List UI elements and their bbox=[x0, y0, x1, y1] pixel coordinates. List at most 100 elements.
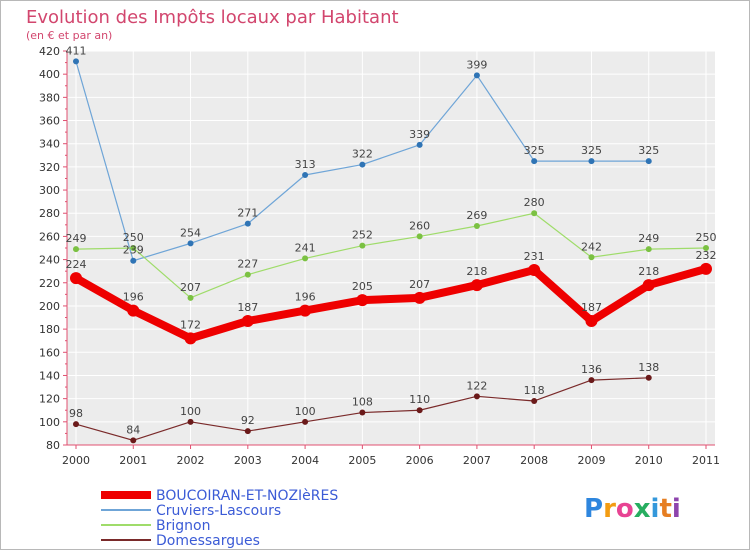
data-label: 411 bbox=[66, 44, 87, 57]
data-point bbox=[413, 291, 426, 304]
data-label: 241 bbox=[295, 241, 316, 254]
data-point bbox=[700, 262, 712, 275]
data-label: 232 bbox=[696, 249, 717, 262]
logo-letter: x bbox=[634, 494, 651, 524]
data-point bbox=[73, 58, 79, 65]
logo-letter: P bbox=[584, 494, 603, 524]
data-label: 249 bbox=[66, 232, 87, 245]
data-label: 110 bbox=[409, 393, 430, 406]
data-point bbox=[359, 242, 366, 249]
series-layer bbox=[70, 58, 712, 444]
data-label: 325 bbox=[638, 144, 659, 157]
data-point bbox=[585, 315, 598, 328]
y-tick-label: 420 bbox=[39, 45, 60, 58]
data-point bbox=[473, 393, 480, 400]
y-tick-label: 140 bbox=[39, 369, 60, 382]
logo-letter: i bbox=[672, 494, 681, 524]
y-tick-label: 220 bbox=[39, 277, 60, 290]
data-point bbox=[184, 332, 197, 345]
data-labels: 411 239 254 271 313 322 339 399 325 325 325 249 250 2… bbox=[66, 44, 717, 436]
x-tick-label: 2001 bbox=[119, 454, 147, 467]
data-label: 250 bbox=[696, 231, 717, 244]
y-tick-label: 280 bbox=[39, 207, 60, 220]
data-point bbox=[473, 72, 480, 79]
data-label: 138 bbox=[638, 361, 659, 374]
x-tick-label: 2004 bbox=[291, 454, 319, 467]
y-tick-label: 160 bbox=[39, 346, 60, 359]
data-point bbox=[703, 245, 709, 251]
y-tick-label: 300 bbox=[39, 184, 60, 197]
data-label: 207 bbox=[409, 278, 430, 291]
chart-subtitle: (en € et par an) bbox=[26, 29, 112, 42]
y-tick-label: 120 bbox=[39, 393, 60, 406]
data-point bbox=[645, 158, 652, 165]
data-point bbox=[302, 418, 309, 425]
data-point bbox=[473, 222, 480, 229]
x-tick-label: 2010 bbox=[635, 454, 663, 467]
y-tick-label: 340 bbox=[39, 138, 60, 151]
proxiti-logo: Proxiti bbox=[584, 494, 681, 524]
x-tick-label: 2005 bbox=[348, 454, 376, 467]
legend-label-3: Domessargues bbox=[156, 533, 260, 549]
x-tick-label: 2006 bbox=[406, 454, 434, 467]
data-label: 325 bbox=[581, 144, 602, 157]
data-label: 254 bbox=[180, 226, 201, 239]
data-label: 187 bbox=[237, 301, 258, 314]
data-point bbox=[127, 304, 140, 317]
data-point bbox=[130, 257, 137, 264]
y-tick-label: 260 bbox=[39, 230, 60, 243]
data-point bbox=[302, 255, 309, 262]
data-label: 205 bbox=[352, 280, 373, 293]
data-label: 249 bbox=[638, 232, 659, 245]
data-point bbox=[244, 220, 251, 227]
data-point bbox=[244, 428, 251, 435]
data-label: 172 bbox=[180, 318, 201, 331]
data-point bbox=[642, 279, 655, 292]
data-point bbox=[130, 245, 137, 251]
y-tick-label: 240 bbox=[39, 254, 60, 267]
data-label: 313 bbox=[295, 158, 316, 171]
axes: 80 100 120 140 160 180 200 220 240 260 280 300 320 34… bbox=[39, 45, 720, 467]
y-tick-label: 200 bbox=[39, 300, 60, 313]
data-label: 98 bbox=[69, 407, 83, 420]
y-tick-label: 320 bbox=[39, 161, 60, 174]
data-label: 108 bbox=[352, 396, 373, 409]
data-label: 196 bbox=[295, 291, 316, 304]
y-tick-label: 100 bbox=[39, 416, 60, 429]
y-tick-label: 360 bbox=[39, 115, 60, 128]
logo-letter: t bbox=[659, 494, 671, 524]
data-point bbox=[470, 279, 483, 292]
data-point bbox=[359, 161, 366, 168]
data-label: 231 bbox=[524, 250, 545, 263]
y-tick-label: 400 bbox=[39, 68, 60, 81]
x-tick-label: 2008 bbox=[520, 454, 548, 467]
data-point bbox=[359, 409, 366, 416]
data-point bbox=[73, 246, 79, 253]
data-label: 218 bbox=[466, 265, 487, 278]
data-label: 84 bbox=[126, 423, 140, 436]
data-label: 122 bbox=[466, 379, 487, 392]
data-point bbox=[356, 294, 369, 307]
data-point bbox=[588, 377, 595, 384]
y-tick-label: 180 bbox=[39, 323, 60, 336]
data-point bbox=[531, 158, 538, 165]
data-point bbox=[588, 158, 595, 165]
data-point bbox=[416, 407, 423, 414]
data-point bbox=[302, 171, 309, 178]
data-label: 339 bbox=[409, 128, 430, 141]
data-label: 325 bbox=[524, 144, 545, 157]
y-tick-label: 80 bbox=[46, 439, 60, 452]
data-label: 399 bbox=[466, 58, 487, 71]
data-label: 269 bbox=[466, 209, 487, 222]
data-label: 252 bbox=[352, 229, 373, 242]
plot-area bbox=[67, 51, 715, 445]
data-point bbox=[588, 254, 595, 261]
data-label: 100 bbox=[180, 405, 201, 418]
x-tick-label: 2002 bbox=[177, 454, 205, 467]
series-line-0 bbox=[72, 264, 710, 343]
legend-label-2: Brignon bbox=[156, 518, 210, 534]
series-line-2 bbox=[75, 212, 707, 299]
data-label: 218 bbox=[638, 265, 659, 278]
data-point bbox=[645, 246, 652, 253]
